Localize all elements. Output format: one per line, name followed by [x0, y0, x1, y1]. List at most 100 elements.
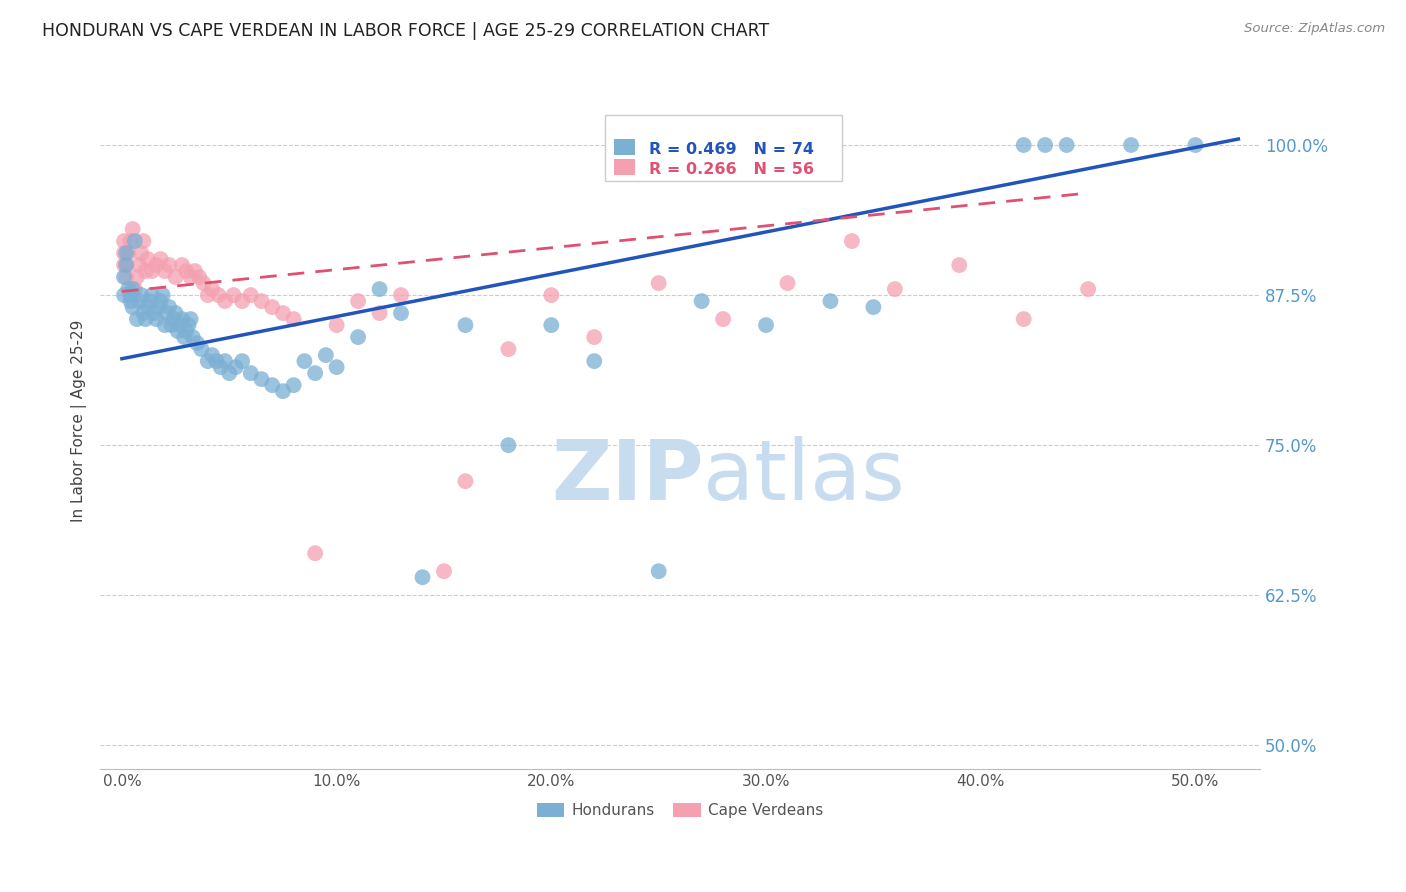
Point: [711, 312, 734, 326]
Point: [197, 354, 219, 368]
Point: [1056, 138, 1078, 153]
Point: [115, 246, 138, 260]
Point: [169, 318, 191, 332]
Point: [205, 354, 228, 368]
Point: [368, 282, 391, 296]
Point: [389, 288, 412, 302]
Point: [170, 312, 193, 326]
Point: [139, 294, 162, 309]
Text: ZIP: ZIP: [551, 436, 703, 517]
Point: [271, 306, 294, 320]
Point: [231, 354, 253, 368]
Point: [647, 564, 669, 578]
Point: [152, 288, 174, 302]
Point: [225, 360, 247, 375]
Point: [304, 546, 326, 560]
Point: [188, 270, 211, 285]
Point: [690, 294, 713, 309]
Point: [112, 234, 135, 248]
Point: [121, 300, 143, 314]
Point: [165, 270, 187, 285]
Point: [115, 270, 138, 285]
Point: [177, 318, 200, 332]
Point: [117, 246, 139, 260]
Point: [454, 474, 477, 488]
Point: [231, 294, 253, 309]
Point: [124, 282, 146, 296]
Point: [136, 300, 159, 314]
Point: [149, 294, 172, 309]
Point: [214, 294, 236, 309]
Point: [180, 270, 202, 285]
Point: [283, 378, 305, 392]
Point: [186, 336, 208, 351]
Legend: Hondurans, Cape Verdeans: Hondurans, Cape Verdeans: [530, 797, 830, 824]
Point: [184, 264, 207, 278]
Point: [141, 288, 163, 302]
Point: [132, 306, 155, 320]
Point: [841, 234, 863, 248]
Point: [141, 264, 163, 278]
Point: [271, 384, 294, 398]
Point: [115, 258, 138, 272]
Point: [209, 360, 232, 375]
Point: [176, 324, 198, 338]
Point: [1033, 138, 1056, 153]
Point: [129, 246, 152, 260]
Point: [157, 300, 180, 314]
Point: [1119, 138, 1142, 153]
Point: [112, 288, 135, 302]
Point: [647, 276, 669, 290]
Point: [583, 354, 606, 368]
Text: R = 0.469   N = 74: R = 0.469 N = 74: [648, 142, 814, 157]
Point: [283, 312, 305, 326]
Point: [540, 288, 562, 302]
Point: [112, 270, 135, 285]
Point: [347, 294, 370, 309]
FancyBboxPatch shape: [614, 159, 636, 176]
FancyBboxPatch shape: [605, 115, 842, 181]
Point: [181, 330, 204, 344]
Point: [120, 234, 142, 248]
Point: [315, 348, 337, 362]
Point: [262, 300, 284, 314]
Point: [148, 300, 170, 314]
Point: [176, 264, 198, 278]
Point: [173, 330, 195, 344]
Point: [1184, 138, 1206, 153]
Point: [128, 258, 150, 272]
Point: [250, 372, 273, 386]
Point: [145, 312, 167, 326]
Point: [129, 288, 152, 302]
Point: [125, 270, 148, 285]
Point: [166, 324, 188, 338]
Point: [294, 354, 316, 368]
Point: [165, 306, 187, 320]
Point: [776, 276, 799, 290]
Point: [1077, 282, 1099, 296]
Point: [121, 222, 143, 236]
Point: [115, 258, 138, 272]
Point: [120, 294, 142, 309]
Point: [135, 312, 157, 326]
Point: [862, 300, 884, 314]
Point: [197, 288, 219, 302]
Point: [948, 258, 970, 272]
Point: [239, 288, 262, 302]
Point: [583, 330, 606, 344]
Point: [193, 276, 215, 290]
Point: [156, 306, 179, 320]
Point: [1012, 138, 1035, 153]
Text: R = 0.266   N = 56: R = 0.266 N = 56: [648, 162, 814, 178]
Point: [201, 282, 224, 296]
Point: [304, 366, 326, 380]
Point: [160, 318, 183, 332]
Point: [180, 312, 202, 326]
Point: [162, 312, 184, 326]
Y-axis label: In Labor Force | Age 25-29: In Labor Force | Age 25-29: [72, 320, 87, 523]
Point: [433, 564, 456, 578]
Point: [325, 318, 347, 332]
Point: [368, 306, 391, 320]
Text: atlas: atlas: [703, 436, 905, 517]
Point: [218, 366, 240, 380]
